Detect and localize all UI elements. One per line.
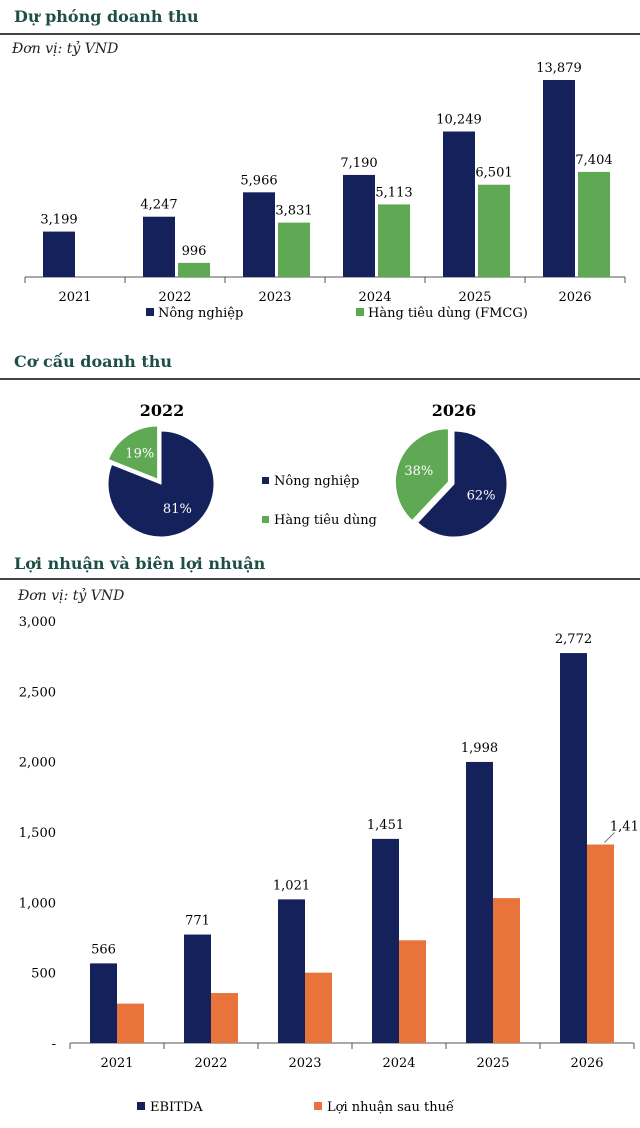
legend-swatch-loi-nhuan [314,1102,322,1110]
data-label: 1,021 [273,878,310,893]
revenue-unit-label: Đơn vị: tỷ VND [12,41,119,57]
y-tick-label: 2,000 [19,756,56,771]
bar-nong-nghiep [543,80,575,277]
profit-bar-chart: - 500 1,000 1,500 2,000 2,500 3,000 2021 566 2022… [19,615,640,1115]
data-label: 2,772 [555,632,592,647]
legend-label-fmcg: Hàng tiêu dùng (FMCG) [368,306,528,321]
bar-ebitda [560,653,587,1043]
bar-loi-nhuan [399,940,426,1043]
pie-title: 2026 [432,401,477,420]
bar-loi-nhuan [493,898,520,1043]
bar-loi-nhuan [117,1003,144,1043]
revenue-structure-pies: 2022 81% 19% 2026 62% 38% Nông nghiệp Hàng tiêu… [107,401,508,538]
pie-slice-hang-tieu-dung [107,425,159,480]
pie-slice-hang-tieu-dung [394,428,449,522]
label-leader-line [604,832,615,843]
x-tick-label: 2025 [476,1056,509,1071]
y-tick-label: 2,500 [19,685,56,700]
data-label: 566 [91,942,116,957]
x-tick-label: 2024 [358,290,391,305]
y-tick-label: - [52,1037,56,1052]
profit-section-rule [0,578,640,580]
revenue-bar-chart: 2021 3,199 2022 4,247 996 2023 5,966 3,831 2024 7… [24,61,626,321]
x-tick-label: 2024 [382,1056,415,1071]
y-tick-label: 3,000 [19,615,56,630]
data-label: 6,501 [475,166,512,181]
bar-ebitda [466,761,493,1043]
legend-label-hang-tieu-dung: Hàng tiêu dùng [274,513,377,528]
y-tick-label: 1,000 [19,896,56,911]
structure-section-title: Cơ cấu doanh thu [14,352,173,371]
revenue-section-title: Dự phóng doanh thu [14,7,199,26]
bar-fmcg [378,204,410,277]
x-tick-label: 2023 [288,1056,321,1071]
data-label: 3,831 [275,204,312,219]
legend-swatch-nong-nghiep [146,308,154,316]
legend-swatch-nong-nghiep [262,477,269,484]
legend-swatch-ebitda [137,1102,145,1110]
y-tick-label: 1,500 [19,826,56,841]
data-label: 5,113 [375,185,412,200]
bar-loi-nhuan [211,993,238,1043]
pie-slice-nong-nghiep [417,430,508,538]
data-label: 996 [182,244,207,259]
profit-unit-label: Đơn vị: tỷ VND [18,588,125,604]
data-label: 13,879 [536,61,582,76]
revenue-section-rule [0,33,640,35]
legend-label-loi-nhuan: Lợi nhuận sau thuế [327,1099,455,1115]
x-tick-label: 2022 [158,290,191,305]
profit-section-title: Lợi nhuận và biên lợi nhuận [14,554,266,573]
bar-loi-nhuan [587,844,614,1043]
bar-fmcg [178,262,210,277]
bar-ebitda [372,838,399,1043]
x-tick-label: 2022 [194,1056,227,1071]
legend-label-ebitda: EBITDA [150,1100,203,1115]
bar-loi-nhuan [305,972,332,1043]
pie-label: 19% [125,447,154,462]
data-label: 1,451 [367,818,404,833]
pie-label: 38% [404,464,433,479]
data-label: 771 [185,914,210,929]
x-tick-label: 2021 [58,290,91,305]
bar-nong-nghiep [43,231,75,277]
legend-swatch-fmcg [356,308,364,316]
bar-ebitda [278,899,305,1043]
legend-label-nong-nghiep: Nông nghiệp [158,306,243,321]
data-label: 7,190 [340,156,377,171]
data-label: 5,966 [240,173,277,188]
x-tick-label: 2023 [258,290,291,305]
x-tick-label: 2026 [558,290,591,305]
bar-nong-nghiep [143,216,175,277]
pie-label: 62% [467,489,496,504]
x-tick-label: 2021 [100,1056,133,1071]
data-label: 3,199 [40,213,77,228]
legend-label-nong-nghiep: Nông nghiệp [274,474,359,489]
pie-label: 81% [163,502,192,517]
bar-fmcg [478,184,510,277]
bar-fmcg [578,171,610,277]
data-label: 4,247 [140,198,177,213]
pie-title: 2022 [140,401,185,420]
x-tick-label: 2026 [570,1056,603,1071]
x-tick-label: 2025 [458,290,491,305]
data-label: 7,404 [575,153,612,168]
data-label: 10,249 [436,113,482,128]
bar-ebitda [184,934,211,1043]
bar-fmcg [278,222,310,277]
data-label: 1,411 [610,820,640,835]
y-tick-label: 500 [31,967,56,982]
structure-section-rule [0,378,640,380]
bar-nong-nghiep [343,174,375,277]
bar-nong-nghiep [243,192,275,277]
pie-slice-nong-nghiep [107,430,215,538]
legend-swatch-hang-tieu-dung [262,516,269,523]
data-label: 1,998 [461,741,498,756]
bar-nong-nghiep [443,131,475,277]
bar-ebitda [90,963,117,1043]
